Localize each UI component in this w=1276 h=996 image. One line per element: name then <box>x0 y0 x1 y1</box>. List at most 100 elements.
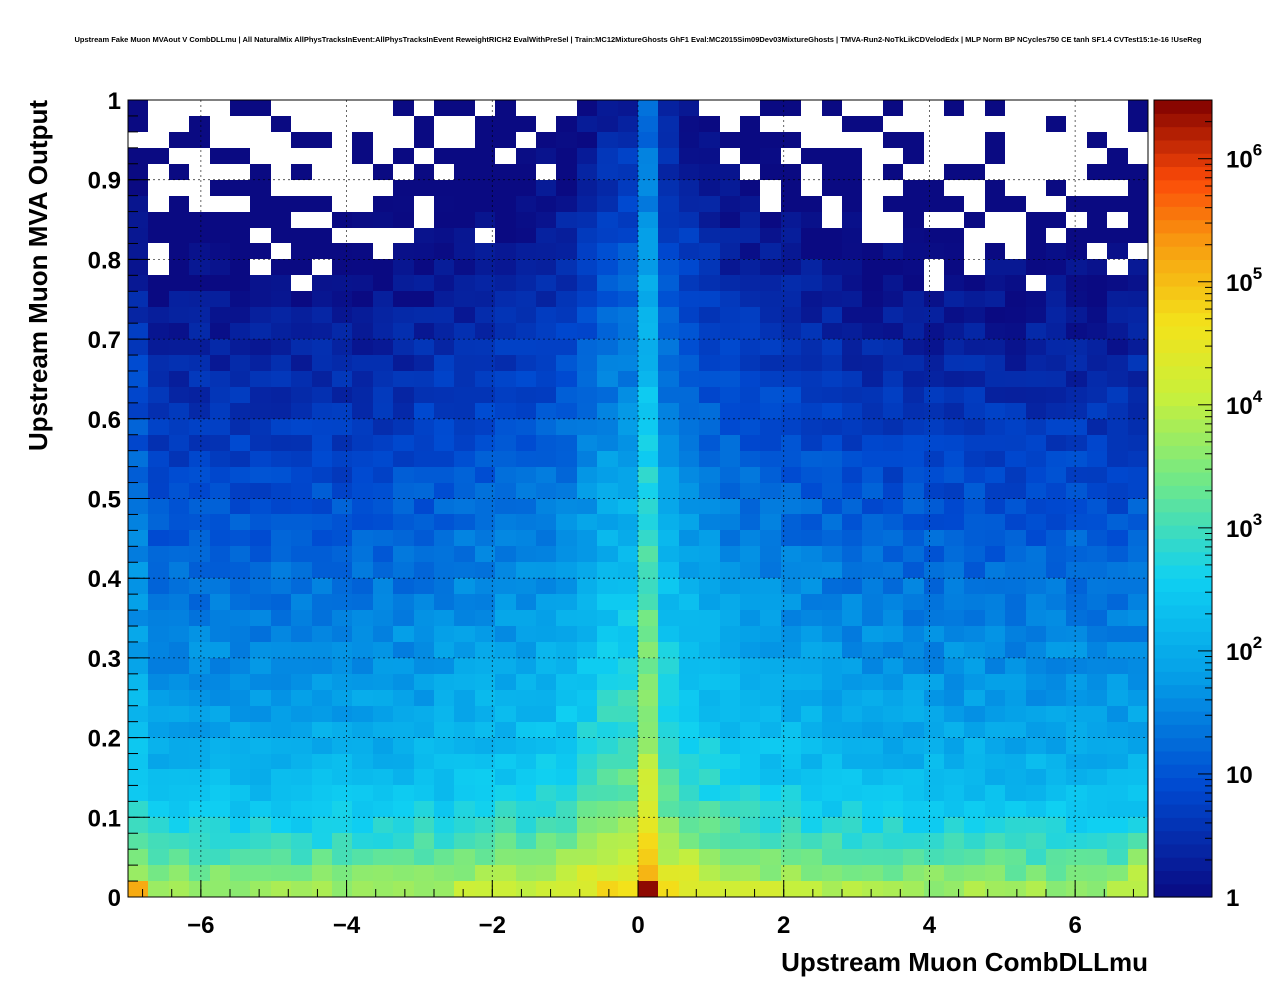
heatmap-cell <box>291 307 312 323</box>
heatmap-cell <box>230 228 250 243</box>
heatmap-cell <box>740 514 760 530</box>
heatmap-cell <box>536 419 556 435</box>
heatmap-cell <box>434 323 454 339</box>
heatmap-cell <box>1066 387 1087 403</box>
heatmap-cell <box>801 738 822 754</box>
heatmap-cell <box>760 706 781 722</box>
heatmap-cell <box>352 435 373 451</box>
heatmap-cell <box>148 754 169 769</box>
heatmap-cell <box>1128 100 1148 116</box>
heatmap-cell <box>740 706 760 722</box>
heatmap-cell <box>312 132 332 148</box>
y-axis-ticks: 00.10.20.30.40.50.60.70.80.91 <box>88 88 150 912</box>
palette-step <box>1154 100 1212 114</box>
heatmap-cell <box>822 307 842 323</box>
heatmap-cell <box>230 275 250 291</box>
heatmap-cell <box>1128 817 1148 833</box>
heatmap-cell <box>760 275 781 291</box>
heatmap-cell <box>842 259 862 275</box>
heatmap-cell <box>842 371 862 387</box>
heatmap-cell <box>1026 355 1046 371</box>
heatmap-cell <box>1066 833 1087 849</box>
heatmap-cell <box>638 339 658 355</box>
heatmap-cell <box>924 754 944 769</box>
heatmap-cell <box>597 275 618 291</box>
heatmap-cell <box>434 259 454 275</box>
heatmap-cell <box>291 817 312 833</box>
heatmap-cell <box>210 610 230 626</box>
palette-step <box>1154 206 1212 221</box>
y-tick-label: 0.7 <box>88 327 121 354</box>
palette-step <box>1154 352 1212 367</box>
heatmap-cell <box>475 371 495 387</box>
heatmap-cell <box>352 658 373 674</box>
heatmap-cell <box>169 530 189 546</box>
heatmap-cell <box>210 738 230 754</box>
heatmap-cell <box>271 626 291 642</box>
heatmap-cell <box>1046 785 1066 801</box>
heatmap-cell <box>475 164 495 180</box>
heatmap-cell <box>699 323 720 339</box>
heatmap-cell <box>556 594 577 610</box>
heatmap-cell <box>1005 323 1026 339</box>
palette-step <box>1154 285 1212 300</box>
heatmap-cell <box>1066 817 1087 833</box>
heatmap-cell <box>597 419 618 435</box>
heatmap-cell <box>699 530 720 546</box>
heatmap-cell <box>1087 562 1107 578</box>
heatmap-cell <box>740 801 760 817</box>
palette-step <box>1154 591 1212 606</box>
heatmap-cell <box>1046 833 1066 849</box>
heatmap-cell <box>924 514 944 530</box>
heatmap-cell <box>250 578 271 594</box>
heatmap-cell <box>434 674 454 690</box>
heatmap-cell <box>679 562 699 578</box>
heatmap-cell <box>638 387 658 403</box>
heatmap-cell <box>332 881 352 897</box>
heatmap-cell <box>1107 196 1128 212</box>
heatmap-cell <box>536 323 556 339</box>
heatmap-cell <box>393 562 414 578</box>
heatmap-cell <box>1128 339 1148 355</box>
heatmap-cell <box>658 754 679 769</box>
heatmap-cell <box>230 849 250 865</box>
heatmap-cell <box>556 307 577 323</box>
heatmap-cell <box>556 387 577 403</box>
heatmap-cell <box>842 610 862 626</box>
heatmap-cell <box>1026 881 1046 897</box>
heatmap-cell <box>618 562 638 578</box>
palette-step <box>1154 538 1212 553</box>
heatmap-cell <box>393 243 414 259</box>
heatmap-cell <box>128 642 148 658</box>
heatmap-cell <box>1087 546 1107 562</box>
heatmap-cell <box>556 881 577 897</box>
heatmap-cell <box>658 514 679 530</box>
x-tick-label: −2 <box>479 912 506 939</box>
heatmap-cell <box>210 371 230 387</box>
y-tick-label: 0.1 <box>88 805 121 832</box>
heatmap-cell <box>169 706 189 722</box>
heatmap-cell <box>1026 674 1046 690</box>
heatmap-cell <box>475 738 495 754</box>
heatmap-cell <box>230 323 250 339</box>
heatmap-cell <box>1005 530 1026 546</box>
palette-step <box>1154 883 1212 898</box>
heatmap-cell <box>1128 164 1148 180</box>
heatmap-cell <box>1107 769 1128 785</box>
heatmap-cell <box>1005 738 1026 754</box>
heatmap-cell <box>679 722 699 738</box>
heatmap-cell <box>414 371 434 387</box>
heatmap-cell <box>740 658 760 674</box>
heatmap-cell <box>373 499 393 514</box>
heatmap-cell <box>699 403 720 419</box>
heatmap-cell <box>332 785 352 801</box>
heatmap-cell <box>577 291 597 307</box>
heatmap-cell <box>903 323 924 339</box>
heatmap-cell <box>536 243 556 259</box>
palette-step <box>1154 259 1212 274</box>
heatmap-cell <box>189 546 210 562</box>
heatmap-cell <box>495 785 516 801</box>
heatmap-cell <box>638 658 658 674</box>
heatmap-cell <box>169 483 189 499</box>
heatmap-cell <box>801 339 822 355</box>
